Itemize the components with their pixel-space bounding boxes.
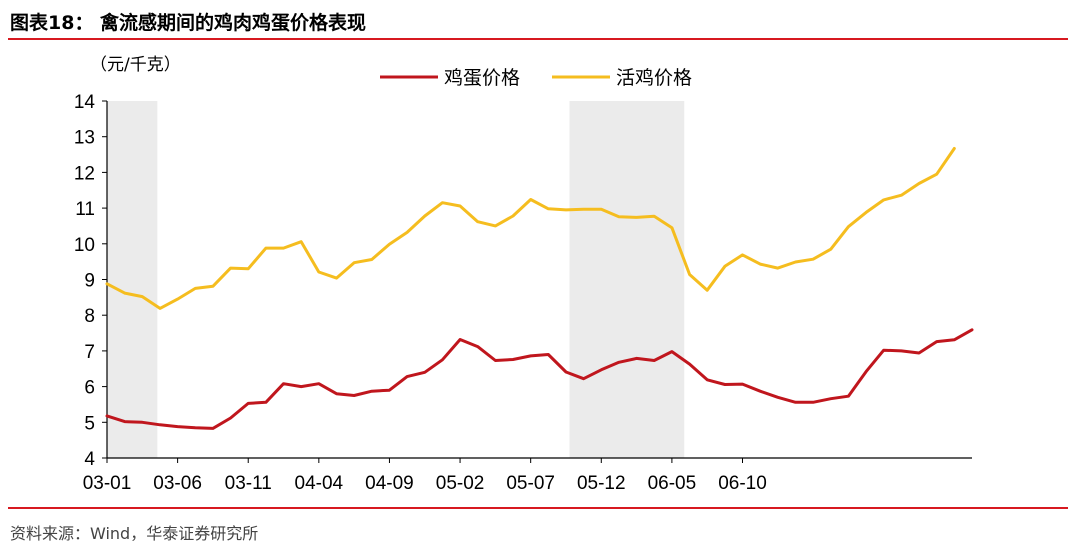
x-tick-label: 03-11 [225,473,272,494]
y-tick-label: 13 [74,128,95,149]
legend: 鸡蛋价格 活鸡价格 [380,67,692,89]
y-tick-label: 5 [84,413,95,434]
x-tick-label: 05-12 [577,473,626,494]
bottom-rule [8,507,1068,509]
x-tick-label: 05-07 [506,473,555,494]
source-note: 资料来源：Wind，华泰证券研究所 [10,524,259,543]
top-rule [8,38,1068,40]
y-tick-label: 14 [74,92,96,113]
x-tick-label: 05-02 [436,473,485,494]
x-tick-label: 06-05 [648,473,697,494]
y-tick-label: 9 [84,271,95,292]
y-unit-label: （元/千克） [90,55,181,75]
y-tick-label: 4 [84,449,95,470]
legend-label: 活鸡价格 [616,67,692,89]
y-tick-label: 12 [74,163,95,184]
x-tick-label: 06-10 [718,473,767,494]
x-tick-label: 04-04 [295,473,344,494]
y-tick-label: 10 [74,235,95,256]
y-tick-label: 8 [84,306,95,327]
x-tick-label: 03-01 [83,473,132,494]
shaded-periods [107,101,685,458]
shaded-period-2 [569,101,685,458]
series-line-chicken [105,147,956,310]
shaded-period-1 [107,101,158,458]
x-tick-label: 04-09 [365,473,414,494]
legend-label: 鸡蛋价格 [444,67,520,89]
y-tick-label: 6 [84,378,95,399]
y-tick-label: 11 [75,199,95,220]
axes: 4 5 6 7 8 9 10 11 12 13 14 03-01 03-06 03-11 04-04 04-0… [74,92,972,494]
y-tick-label: 7 [84,342,95,363]
series-line-egg [105,328,974,430]
figure-title: 图表18： 禽流感期间的鸡肉鸡蛋价格表现 [10,12,367,34]
series-lines [105,147,974,430]
x-tick-label: 03-06 [153,473,202,494]
